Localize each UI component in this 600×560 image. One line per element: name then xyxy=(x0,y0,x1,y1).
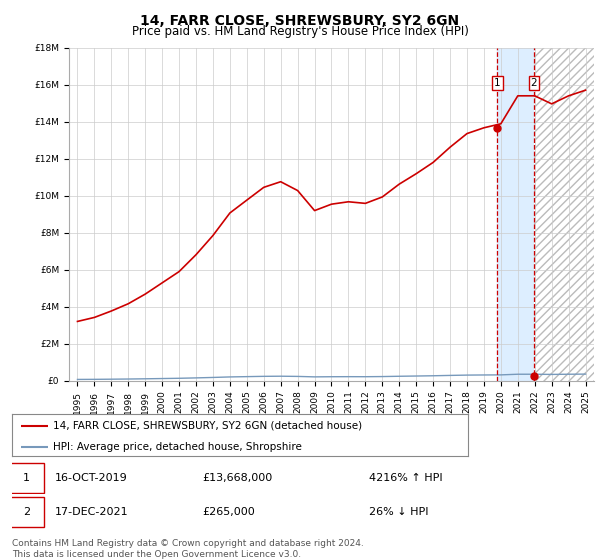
Text: 14, FARR CLOSE, SHREWSBURY, SY2 6GN: 14, FARR CLOSE, SHREWSBURY, SY2 6GN xyxy=(140,14,460,28)
Text: 4216% ↑ HPI: 4216% ↑ HPI xyxy=(369,473,443,483)
Bar xyxy=(497,48,534,381)
FancyBboxPatch shape xyxy=(9,497,44,527)
Text: 14, FARR CLOSE, SHREWSBURY, SY2 6GN (detached house): 14, FARR CLOSE, SHREWSBURY, SY2 6GN (det… xyxy=(53,421,362,431)
Text: 16-OCT-2019: 16-OCT-2019 xyxy=(55,473,128,483)
Text: 2: 2 xyxy=(23,507,30,517)
Text: 26% ↓ HPI: 26% ↓ HPI xyxy=(369,507,428,517)
Text: £265,000: £265,000 xyxy=(202,507,255,517)
Text: 17-DEC-2021: 17-DEC-2021 xyxy=(55,507,129,517)
Text: £13,668,000: £13,668,000 xyxy=(202,473,272,483)
Text: Price paid vs. HM Land Registry's House Price Index (HPI): Price paid vs. HM Land Registry's House … xyxy=(131,25,469,38)
Text: 1: 1 xyxy=(494,78,500,87)
Text: HPI: Average price, detached house, Shropshire: HPI: Average price, detached house, Shro… xyxy=(53,442,302,452)
Text: Contains HM Land Registry data © Crown copyright and database right 2024.
This d: Contains HM Land Registry data © Crown c… xyxy=(12,539,364,559)
FancyBboxPatch shape xyxy=(9,463,44,493)
Text: 1: 1 xyxy=(23,473,30,483)
Bar xyxy=(534,48,594,381)
Text: 2: 2 xyxy=(531,78,538,87)
